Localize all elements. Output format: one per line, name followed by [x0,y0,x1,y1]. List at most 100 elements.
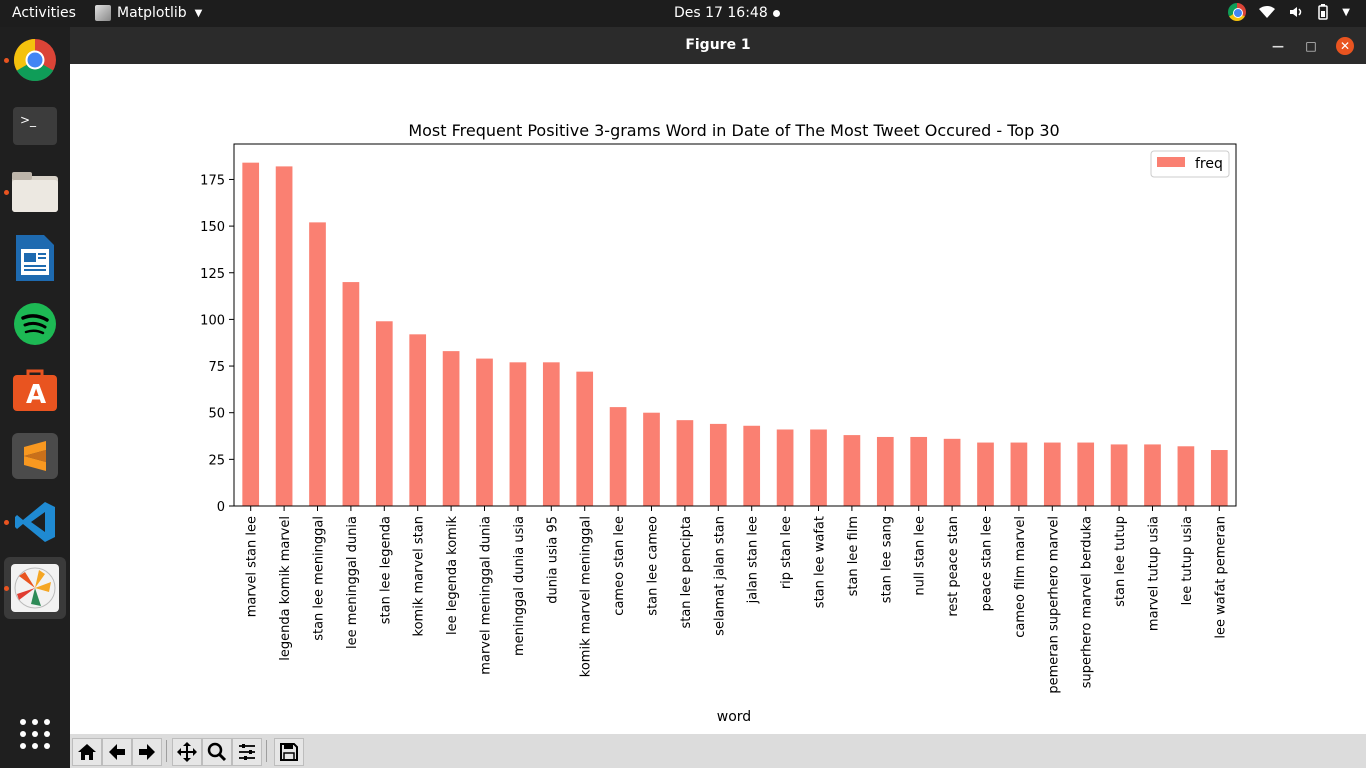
legend: freq [1150,150,1230,178]
bar [476,358,493,506]
bar [910,436,928,506]
chart-title: Most Frequent Positive 3-grams Word in D… [408,121,1059,140]
x-tick-label: null stan lee [913,516,928,596]
figure-canvas[interactable]: Most Frequent Positive 3-grams Word in D… [70,64,1366,734]
y-tick-label: 100 [200,313,225,328]
bar [1144,444,1161,506]
pan-icon [177,742,197,762]
chrome-icon[interactable] [11,36,59,84]
activities-button[interactable]: Activities [12,5,76,21]
bar [1210,450,1228,506]
maximize-button[interactable]: □ [1305,39,1317,53]
x-tick-label: jalan stan lee [746,516,761,604]
y-tick-label: 0 [217,500,225,515]
dock: >_ A [0,27,70,768]
files-icon[interactable] [11,168,59,216]
x-tick-label: meninggal dunia usia [512,516,527,656]
app-menu[interactable]: Matplotlib ▼ [95,5,202,21]
y-tick-label: 175 [200,173,225,188]
bar [542,362,560,506]
bar-chart: Most Frequent Positive 3-grams Word in D… [200,121,1237,725]
y-axis: 0 25 50 75 100 125 150 175 [200,173,234,515]
software-center-icon[interactable]: A [11,366,59,414]
home-button[interactable] [72,738,102,766]
matplotlib-icon[interactable] [11,564,59,612]
x-tick-label: stan lee wafat [813,516,828,608]
running-indicator [4,586,9,591]
bar [876,436,894,506]
sublime-icon[interactable] [11,432,59,480]
running-indicator [4,520,9,525]
show-applications-icon[interactable] [11,710,59,758]
x-tick-label: marvel meninggal dunia [479,516,494,675]
bars [242,162,1228,506]
x-tick-label: stan lee tutup [1113,516,1128,607]
bar [1110,444,1128,506]
zoom-button[interactable] [202,738,232,766]
x-tick-label: dunia usia 95 [545,516,560,604]
window-titlebar[interactable]: Figure 1 — □ ✕ [70,27,1366,64]
chrome-tray-icon[interactable] [1228,3,1247,21]
app-menu-label: Matplotlib [117,5,187,21]
x-tick-label: rest peace stan [946,516,961,617]
wifi-icon[interactable] [1258,4,1276,20]
axes-frame [233,143,1237,507]
forward-button[interactable] [132,738,162,766]
back-button[interactable] [102,738,132,766]
running-indicator [4,190,9,195]
volume-icon[interactable] [1288,4,1304,20]
bar [943,438,961,506]
terminal-icon[interactable]: >_ [11,102,59,150]
bar [509,362,527,506]
back-icon [109,744,125,760]
close-button[interactable]: ✕ [1336,37,1354,55]
x-tick-label: cameo film marvel [1013,516,1028,638]
system-menu-caret-icon[interactable]: ▼ [1342,6,1350,18]
x-tick-label: marvel stan lee [245,516,260,617]
svg-text:A: A [26,380,46,410]
x-tick-label: stan lee meninggal [312,516,327,641]
x-tick-label: legenda komik marvel [278,516,293,661]
bar [342,282,360,506]
pan-button[interactable] [172,738,202,766]
x-tick-label: pemeran superhero marvel [1046,516,1061,694]
y-tick-label: 25 [208,453,225,468]
clock-label: Des 17 16:48 [674,5,768,21]
navigation-toolbar [70,734,1366,768]
bar [1010,442,1028,506]
clock[interactable]: Des 17 16:48 [674,5,780,21]
bar [743,425,761,506]
y-tick-label: 150 [200,220,225,235]
bar [1077,442,1095,506]
x-tick-label: stan lee pencipta [679,516,694,629]
y-tick-label: 75 [208,360,225,375]
configure-button[interactable] [232,738,262,766]
minimize-button[interactable]: — [1272,39,1284,53]
bar [810,429,827,506]
system-tray[interactable]: ▼ [1228,3,1350,21]
x-tick-label: lee wafat pemeran [1213,516,1228,639]
bar [676,420,694,506]
legend-swatch [1157,157,1185,167]
x-tick-label: superhero marvel berduka [1080,516,1095,688]
matplotlib-app-icon [95,5,111,21]
battery-icon[interactable] [1316,4,1330,20]
x-tick-label: peace stan lee [980,516,995,611]
vscode-icon[interactable] [11,498,59,546]
notification-dot-icon [772,9,780,17]
x-tick-label: stan lee legenda [378,516,393,624]
bar [709,423,727,506]
bar [776,429,794,506]
x-tick-label: stan lee sang [879,516,894,603]
legend-label: freq [1195,156,1223,172]
bar [643,412,660,506]
spotify-icon[interactable] [11,300,59,348]
bar [1177,446,1195,506]
configure-icon [239,744,255,760]
x-tick-label: selamat jalan stan [712,516,727,636]
writer-icon[interactable] [11,234,59,282]
toolbar-separator [266,740,267,762]
home-icon [78,744,96,760]
x-tick-label: stan lee cameo [646,516,661,616]
save-button[interactable] [274,738,304,766]
